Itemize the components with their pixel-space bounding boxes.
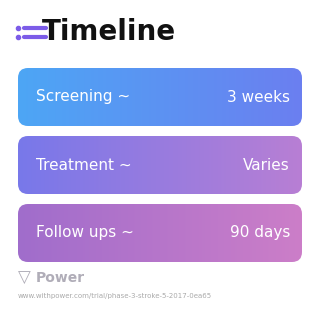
Text: Screening ~: Screening ~	[36, 90, 130, 105]
Text: ▽: ▽	[18, 269, 31, 287]
Text: 3 weeks: 3 weeks	[227, 90, 290, 105]
Text: Follow ups ~: Follow ups ~	[36, 226, 134, 240]
Text: Varies: Varies	[243, 158, 290, 173]
Text: Power: Power	[36, 271, 85, 285]
Text: Timeline: Timeline	[42, 18, 176, 46]
Text: 90 days: 90 days	[230, 226, 290, 240]
Text: www.withpower.com/trial/phase-3-stroke-5-2017-0ea65: www.withpower.com/trial/phase-3-stroke-5…	[18, 293, 212, 299]
Text: Treatment ~: Treatment ~	[36, 158, 132, 173]
